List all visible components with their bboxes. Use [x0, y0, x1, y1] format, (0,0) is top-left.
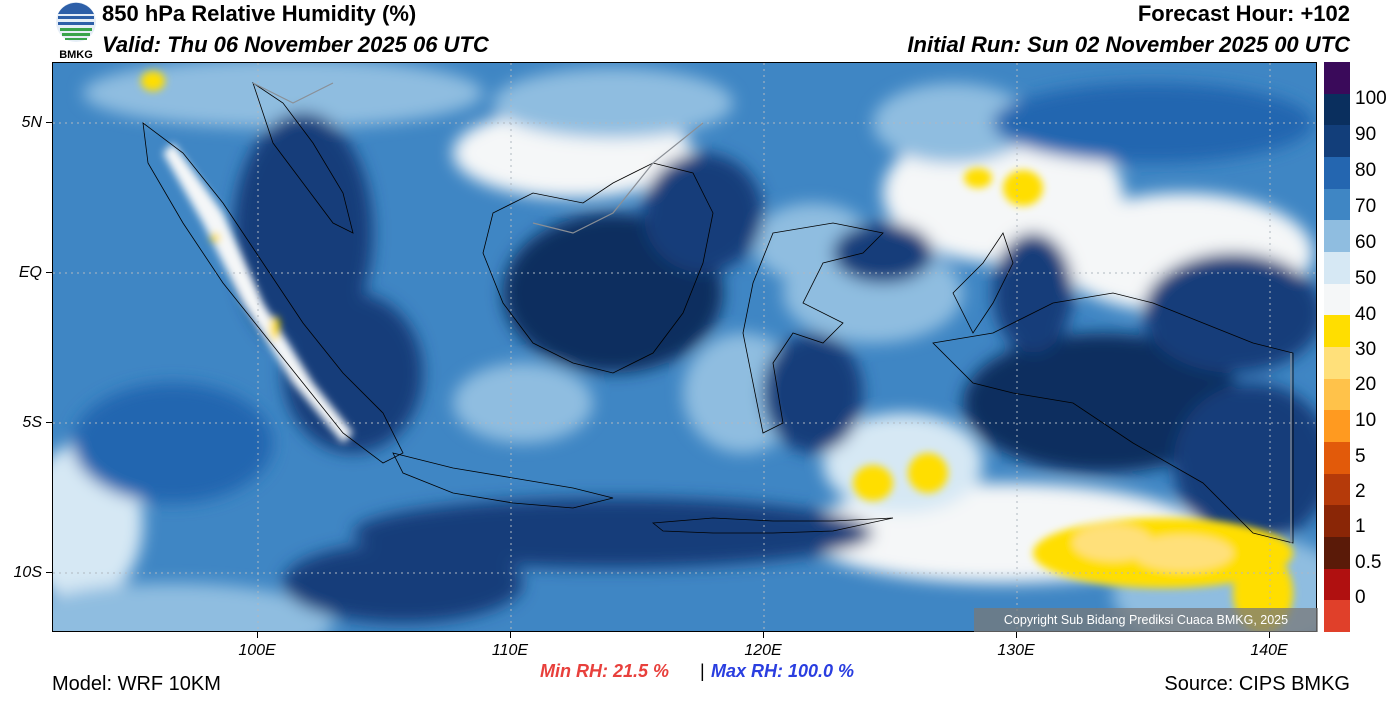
colorbar-label: 0.5: [1355, 552, 1382, 573]
colorbar-label: 90: [1355, 124, 1377, 145]
colorbar-label: 30: [1355, 339, 1377, 360]
lon-label-120e: 120E: [744, 642, 782, 659]
colorbar-segment: [1324, 93, 1350, 126]
lon-tick: [1016, 632, 1017, 638]
colorbar-segment: [1324, 410, 1350, 443]
bmkg-logo: BMKG: [52, 0, 100, 62]
colorbar-segment: [1324, 252, 1350, 285]
colorbar-segment: [1324, 378, 1350, 411]
colorbar-label: 1: [1355, 516, 1366, 537]
lat-tick: [46, 272, 52, 273]
lat-label-5s: 5S: [22, 414, 42, 431]
initial-run: Initial Run: Sun 02 November 2025 00 UTC: [907, 32, 1350, 57]
logo-text: BMKG: [59, 49, 93, 61]
colorbar-label: 70: [1355, 196, 1377, 217]
colorbar-segment: [1324, 315, 1350, 348]
colorbar-label: 100: [1355, 88, 1387, 109]
colorbar-segment: [1324, 157, 1350, 190]
colorbar-segment: [1324, 473, 1350, 506]
lon-label-100e: 100E: [238, 642, 276, 659]
colorbar-segment: [1324, 600, 1350, 633]
lat-label-eq: EQ: [18, 264, 42, 281]
colorbar-label: 20: [1355, 374, 1377, 395]
colorbar-segment: [1324, 125, 1350, 158]
lon-tick: [763, 632, 764, 638]
colorbar-segment: [1324, 537, 1350, 570]
min-rh: Min RH: 21.5 %: [540, 661, 670, 681]
forecast-hour: Forecast Hour: +102: [1137, 1, 1350, 26]
colorbar-label: 0: [1355, 587, 1366, 608]
model-label: Model: WRF 10KM: [52, 673, 221, 695]
colorbar-segment: [1324, 505, 1350, 538]
lon-label-140e: 140E: [1250, 642, 1288, 659]
colorbar-label: 80: [1355, 160, 1377, 181]
lat-tick: [46, 122, 52, 123]
colorbar-label: 10: [1355, 410, 1377, 431]
lat-tick: [46, 422, 52, 423]
lon-tick: [257, 632, 258, 638]
colorbar-label: 5: [1355, 446, 1366, 467]
lat-label-10s: 10S: [13, 564, 42, 581]
source-label: Source: CIPS BMKG: [1164, 673, 1350, 695]
humidity-field: [53, 63, 1316, 631]
lat-tick: [46, 572, 52, 573]
colorbar-label: 50: [1355, 268, 1377, 289]
colorbar: [1324, 62, 1350, 633]
lon-label-130e: 130E: [997, 642, 1035, 659]
colorbar-label: 60: [1355, 232, 1377, 253]
colorbar-segment: [1324, 442, 1350, 475]
lon-tick: [510, 632, 511, 638]
valid-time: Valid: Thu 06 November 2025 06 UTC: [102, 32, 489, 57]
colorbar-segment: [1324, 62, 1350, 95]
copyright-label: Copyright Sub Bidang Prediksi Cuaca BMKG…: [974, 608, 1318, 632]
max-rh: Max RH: 100.0 %: [711, 661, 855, 681]
colorbar-segment: [1324, 188, 1350, 221]
colorbar-segment: [1324, 220, 1350, 253]
lon-tick: [1269, 632, 1270, 638]
colorbar-label: 40: [1355, 304, 1377, 325]
colorbar-label: 2: [1355, 481, 1366, 502]
colorbar-segment: [1324, 568, 1350, 601]
colorbar-segment: [1324, 283, 1350, 316]
humidity-map: [52, 62, 1317, 632]
lat-label-5n: 5N: [21, 114, 42, 131]
map-title: 850 hPa Relative Humidity (%): [102, 1, 417, 26]
colorbar-segment: [1324, 347, 1350, 380]
lon-label-110e: 110E: [491, 642, 529, 659]
stats-separator: |: [700, 661, 705, 681]
